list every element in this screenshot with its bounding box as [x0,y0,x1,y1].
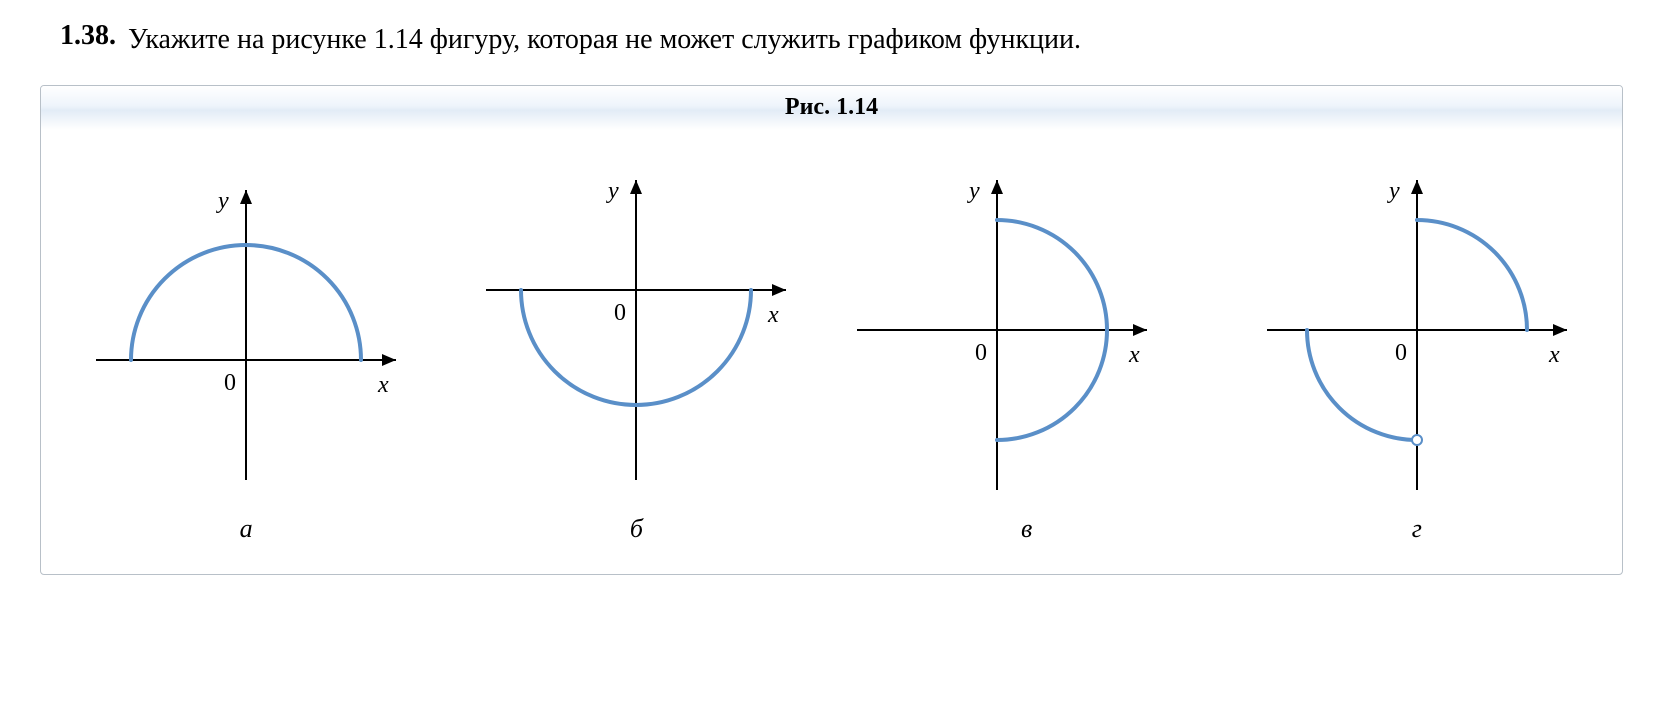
figure-title: Рис. 1.14 [785,94,878,121]
svg-text:x: x [1548,342,1560,368]
svg-text:y: y [216,188,229,214]
panel-label: в [1021,514,1032,544]
panel-г: y x 0 г [1247,160,1587,544]
problem-body: Укажите на рисунке 1.14 фигуру, которая … [128,20,1081,61]
problem-statement: 1.38. Укажите на рисунке 1.14 фигуру, ко… [40,20,1623,61]
chart-panel-в: y x 0 [857,160,1197,500]
chart-panel-г: y x 0 [1247,160,1587,500]
figure-container: Рис. 1.14 y x 0 а y x 0 б y x 0 [40,85,1623,575]
chart-panel-б: y x 0 [466,160,806,500]
figure-title-bar: Рис. 1.14 [41,86,1622,130]
chart-panel-а: y x 0 [76,160,416,500]
svg-text:0: 0 [975,340,987,366]
panel-label: а [240,514,253,544]
figure-panels: y x 0 а y x 0 б y x 0 в y [41,130,1622,574]
panel-в: y x 0 в [857,160,1197,544]
svg-text:x: x [377,372,389,398]
svg-text:y: y [967,178,980,204]
svg-text:0: 0 [224,370,236,396]
svg-text:x: x [1128,342,1140,368]
panel-label: г [1412,514,1422,544]
svg-text:y: y [1387,178,1400,204]
svg-text:0: 0 [614,300,626,326]
panel-б: y x 0 б [466,160,806,544]
problem-number: 1.38. [60,20,116,52]
panel-label: б [630,514,643,544]
svg-text:0: 0 [1395,340,1407,366]
panel-а: y x 0 а [76,160,416,544]
svg-text:y: y [606,178,619,204]
svg-text:x: x [767,302,779,328]
